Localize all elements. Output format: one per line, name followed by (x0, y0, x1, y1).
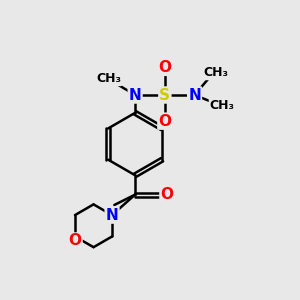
Text: N: N (106, 208, 118, 223)
Text: O: O (68, 233, 82, 248)
Text: O: O (158, 114, 171, 129)
Text: CH₃: CH₃ (210, 99, 235, 112)
Text: N: N (129, 88, 142, 103)
Text: N: N (188, 88, 201, 103)
Text: O: O (158, 60, 171, 75)
Text: O: O (160, 187, 173, 202)
Text: S: S (159, 88, 170, 103)
Text: CH₃: CH₃ (203, 66, 228, 79)
Text: CH₃: CH₃ (96, 72, 121, 85)
